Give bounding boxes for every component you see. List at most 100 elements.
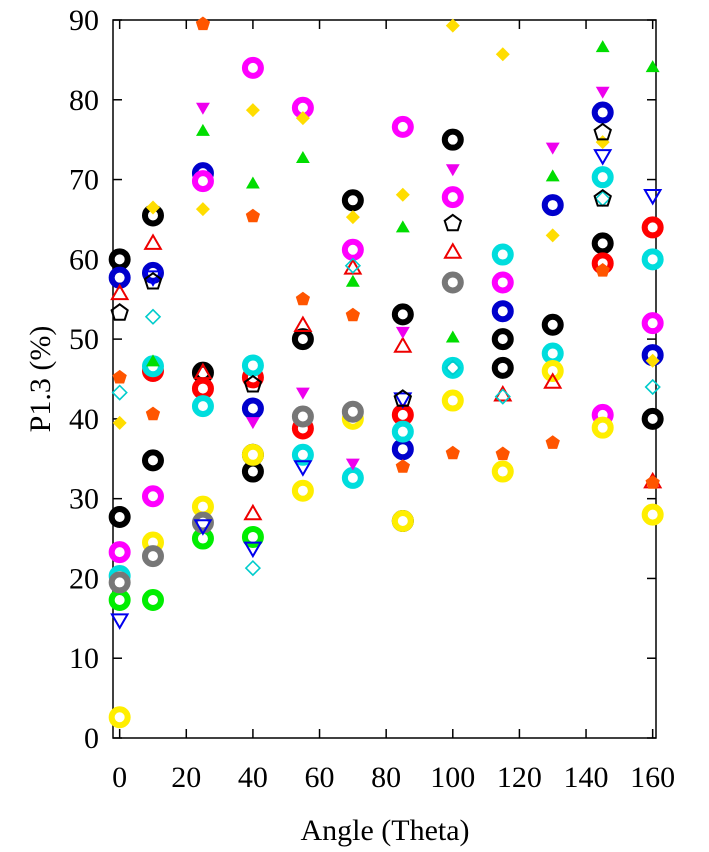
data-point bbox=[491, 356, 514, 379]
data-point bbox=[345, 458, 360, 471]
data-point bbox=[644, 378, 661, 396]
data-point bbox=[191, 395, 214, 418]
x-axis-title: Angle (Theta) bbox=[300, 814, 469, 847]
x-tick-label: 0 bbox=[112, 761, 127, 794]
data-point bbox=[246, 176, 260, 189]
data-point bbox=[444, 359, 461, 376]
y-tick-label: 40 bbox=[69, 403, 99, 436]
data-point bbox=[441, 128, 464, 151]
data-point bbox=[196, 102, 210, 115]
data-point bbox=[441, 389, 464, 412]
x-tick-label: 160 bbox=[630, 761, 675, 794]
data-point bbox=[246, 417, 260, 430]
y-tick-label: 80 bbox=[69, 84, 99, 117]
data-point bbox=[143, 270, 163, 287]
data-point bbox=[491, 271, 514, 294]
x-tick-label: 120 bbox=[497, 761, 542, 794]
data-point bbox=[296, 151, 310, 163]
data-point bbox=[641, 312, 664, 335]
data-point bbox=[395, 187, 410, 202]
data-point bbox=[341, 189, 364, 212]
data-point bbox=[543, 372, 563, 389]
data-point bbox=[593, 188, 612, 207]
data-point bbox=[243, 503, 263, 521]
data-point bbox=[108, 571, 131, 594]
data-point bbox=[593, 122, 612, 141]
data-point bbox=[341, 400, 364, 423]
data-point bbox=[545, 169, 560, 182]
data-point bbox=[291, 405, 314, 428]
data-point bbox=[345, 210, 360, 225]
data-point bbox=[146, 200, 160, 215]
data-point bbox=[141, 545, 164, 568]
data-point bbox=[641, 216, 664, 239]
data-point bbox=[393, 336, 413, 353]
data-point bbox=[441, 271, 464, 294]
data-point bbox=[245, 208, 260, 223]
y-tick-label: 90 bbox=[69, 4, 99, 37]
data-point bbox=[495, 446, 510, 461]
data-point bbox=[591, 416, 614, 439]
data-point bbox=[108, 248, 131, 271]
data-point bbox=[641, 503, 664, 526]
data-point bbox=[391, 115, 414, 138]
data-point bbox=[344, 257, 362, 274]
data-point bbox=[591, 232, 614, 255]
plot-frame bbox=[112, 19, 657, 739]
data-point bbox=[195, 202, 210, 217]
data-point bbox=[443, 213, 463, 232]
data-point bbox=[293, 460, 313, 477]
data-point bbox=[445, 330, 460, 343]
x-tick-label: 100 bbox=[430, 761, 475, 794]
data-point bbox=[341, 238, 364, 261]
data-point bbox=[144, 308, 162, 325]
data-point bbox=[395, 459, 410, 473]
data-point bbox=[193, 519, 213, 536]
data-point bbox=[491, 243, 514, 266]
data-point bbox=[643, 189, 663, 206]
data-point bbox=[395, 326, 410, 339]
data-point bbox=[541, 313, 564, 336]
data-point bbox=[445, 445, 460, 460]
data-point bbox=[541, 360, 564, 383]
data-points bbox=[108, 16, 664, 729]
data-point bbox=[108, 588, 131, 611]
data-point bbox=[645, 475, 660, 489]
data-point bbox=[108, 541, 131, 564]
data-point bbox=[641, 248, 664, 271]
x-tick-label: 80 bbox=[371, 761, 401, 794]
data-point bbox=[341, 466, 364, 489]
data-point bbox=[245, 103, 260, 118]
data-point bbox=[495, 47, 510, 62]
data-point bbox=[145, 406, 161, 421]
data-point bbox=[545, 228, 560, 243]
data-point bbox=[595, 263, 610, 277]
data-point bbox=[395, 220, 410, 233]
data-point bbox=[141, 588, 164, 611]
data-point bbox=[441, 186, 464, 209]
data-point bbox=[143, 271, 163, 290]
x-tick-label: 140 bbox=[564, 761, 609, 794]
data-point bbox=[110, 613, 130, 630]
data-point bbox=[110, 283, 130, 301]
data-point bbox=[593, 149, 613, 166]
data-point bbox=[141, 485, 164, 508]
data-point bbox=[191, 377, 214, 400]
data-point bbox=[443, 242, 463, 259]
y-tick-label: 10 bbox=[69, 642, 99, 675]
y-tick-label: 20 bbox=[69, 562, 99, 595]
data-point bbox=[391, 438, 414, 461]
y-tick-label: 0 bbox=[84, 722, 99, 755]
data-point bbox=[193, 362, 213, 380]
data-point bbox=[291, 479, 314, 502]
data-point bbox=[345, 307, 360, 322]
data-point bbox=[108, 706, 131, 729]
data-point bbox=[545, 435, 560, 449]
data-point bbox=[112, 369, 127, 384]
data-point bbox=[241, 354, 264, 377]
data-point bbox=[645, 353, 660, 368]
y-tick-label: 50 bbox=[69, 323, 99, 356]
data-point bbox=[241, 443, 264, 466]
data-point bbox=[391, 403, 414, 426]
